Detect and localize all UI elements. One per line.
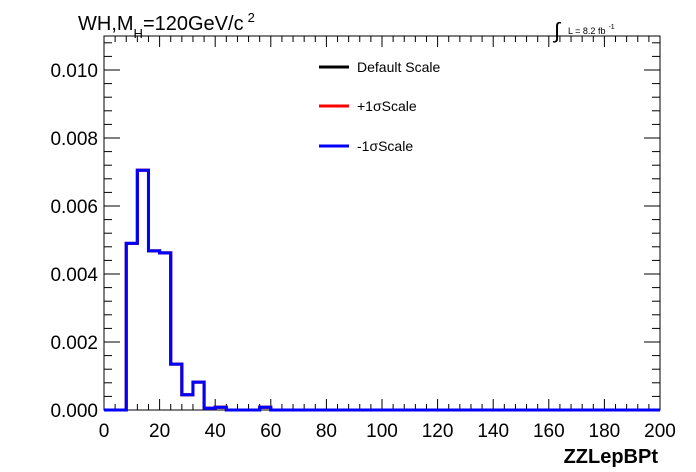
- y-tick-label: 0.004: [50, 265, 98, 286]
- x-tick-label: 40: [205, 421, 226, 442]
- x-tick-label: 120: [422, 421, 454, 442]
- y-tick-label: 0.000: [50, 401, 98, 422]
- legend-label-plus1sigma: +1σScale: [357, 98, 417, 114]
- y-tick-label: 0.006: [50, 197, 98, 218]
- x-tick-label: 20: [149, 421, 170, 442]
- x-tick-label: 180: [589, 421, 621, 442]
- integral-symbol: ∫: [552, 18, 562, 43]
- series-line-2: [104, 168, 660, 412]
- y-axis: 0.000 0.002 0.004 0.006 0.008 0.010: [50, 42, 660, 422]
- y-tick-label: 0.008: [50, 129, 98, 150]
- series-group: [104, 168, 660, 412]
- x-tick-label: 160: [533, 421, 565, 442]
- legend-label-minus1sigma: -1σScale: [357, 138, 413, 154]
- x-tick-label: 100: [366, 421, 398, 442]
- x-tick-label: 60: [260, 421, 281, 442]
- x-tick-label: 0: [99, 421, 110, 442]
- y-tick-label: 0.002: [50, 333, 98, 354]
- legend: Default Scale +1σScale -1σScale: [319, 59, 440, 154]
- x-axis: 0 20 40 60 80 100 120 140 160 180 200: [99, 36, 676, 442]
- x-axis-title: ZZLepBPt: [564, 446, 659, 468]
- x-tick-label: 200: [644, 421, 676, 442]
- x-tick-label: 80: [316, 421, 337, 442]
- x-tick-label: 140: [477, 421, 509, 442]
- chart-title: WH,MH=120GeV/c 2: [78, 10, 255, 41]
- luminosity-label: L = 8.2 fb -1: [568, 24, 615, 36]
- y-tick-label: 0.010: [50, 61, 98, 82]
- legend-label-default: Default Scale: [357, 59, 440, 75]
